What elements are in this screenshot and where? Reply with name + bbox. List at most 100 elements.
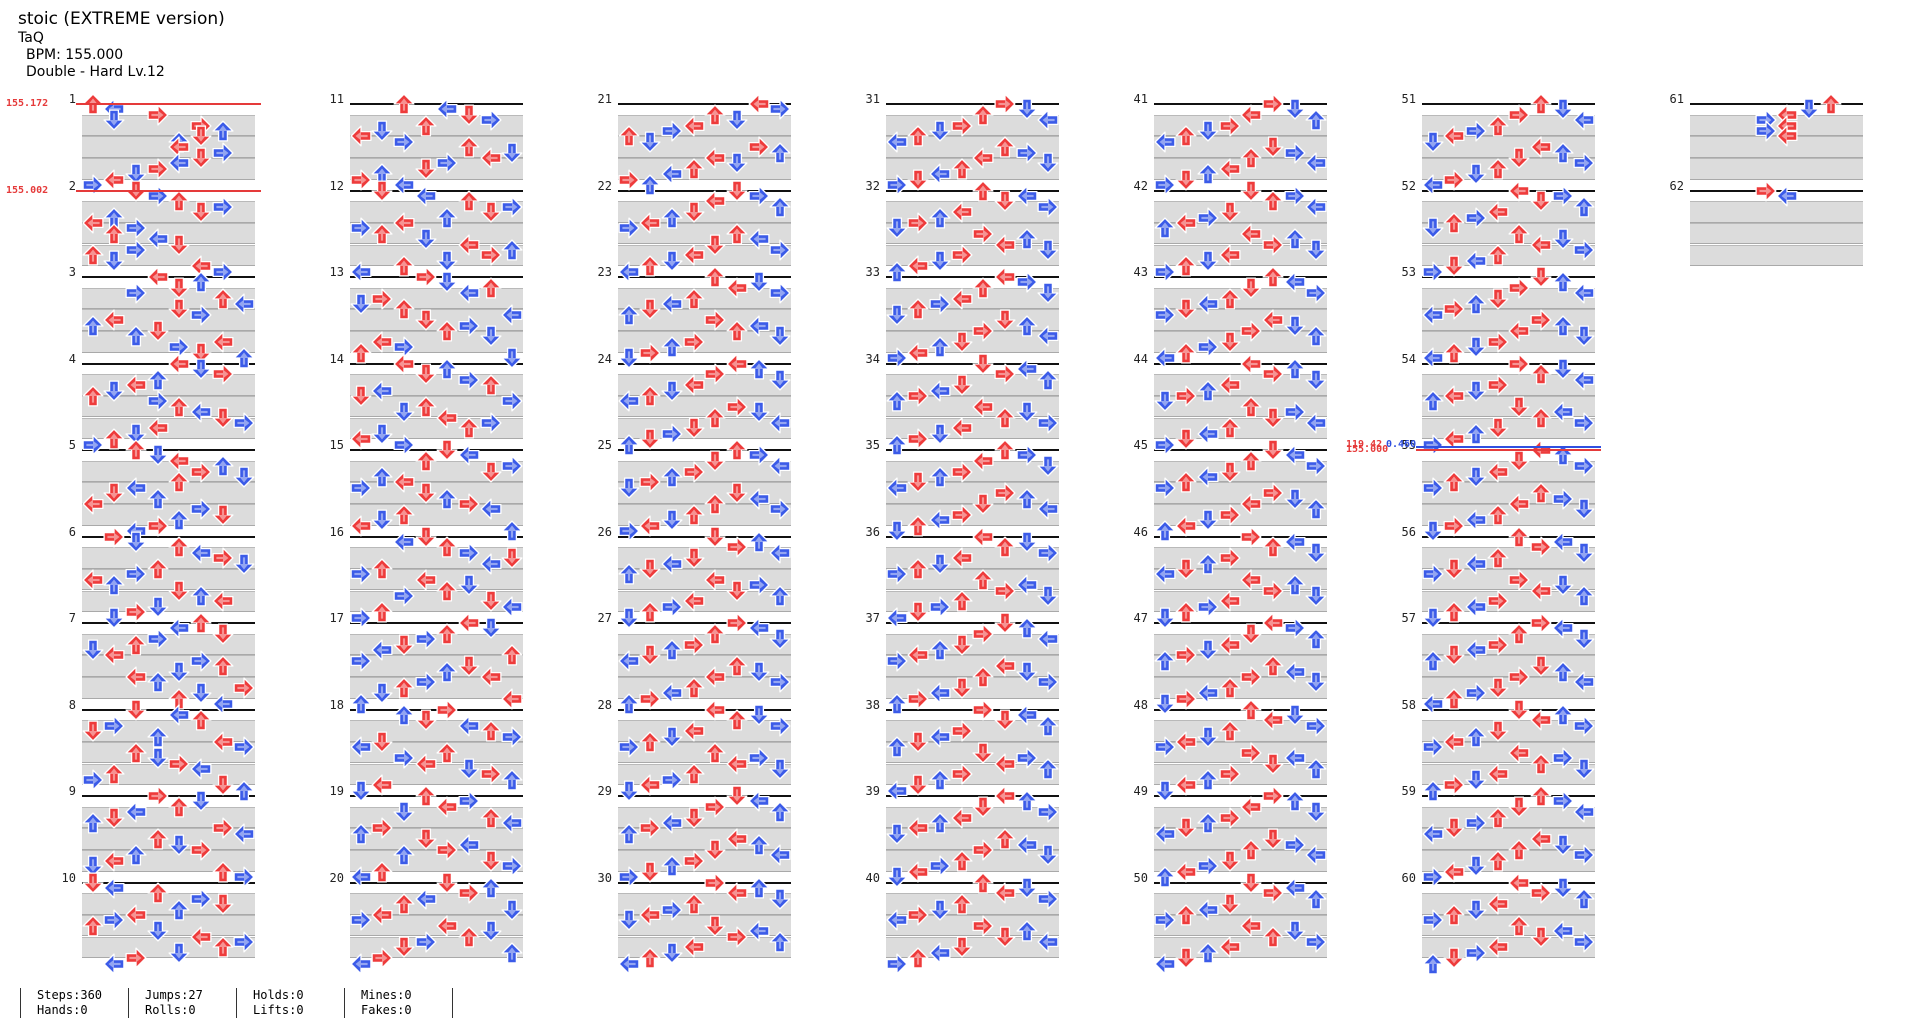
arrow-down-icon xyxy=(371,120,393,142)
measure-line xyxy=(886,881,1059,884)
arrow-up-icon xyxy=(1037,758,1059,780)
arrow-down-icon xyxy=(1284,315,1306,337)
arrow-left-icon xyxy=(1284,271,1306,293)
arrow-up-icon xyxy=(1175,255,1197,277)
arrow-left-icon xyxy=(1175,731,1197,753)
arrow-down-icon xyxy=(661,509,683,531)
arrow-left-icon xyxy=(886,477,908,499)
arrow-down-icon xyxy=(393,936,415,958)
bpm-change-line xyxy=(76,189,261,192)
beat-row xyxy=(886,590,1059,613)
arrow-up-icon xyxy=(436,358,458,380)
beat-row xyxy=(1422,201,1595,223)
arrow-down-icon xyxy=(1487,720,1509,742)
arrow-right-icon xyxy=(1240,320,1262,342)
arrow-right-icon xyxy=(907,688,929,710)
beat-row xyxy=(82,806,255,829)
arrow-up-icon xyxy=(190,709,212,731)
arrow-right-icon xyxy=(748,185,770,207)
beat-row xyxy=(350,114,523,137)
arrow-up-icon xyxy=(929,812,951,834)
beat-row xyxy=(1154,568,1327,591)
arrow-up-icon xyxy=(972,277,994,299)
measure-line xyxy=(1154,535,1327,538)
arrow-left-icon xyxy=(168,450,190,472)
arrow-left-icon xyxy=(1422,304,1444,326)
arrow-up-icon xyxy=(393,504,415,526)
arrow-right-icon xyxy=(1530,309,1552,331)
arrow-right-icon xyxy=(1037,888,1059,910)
measure-number: 17 xyxy=(329,611,344,625)
arrow-down-icon xyxy=(1240,623,1262,645)
arrow-down-icon xyxy=(480,590,502,612)
beat-row xyxy=(82,590,255,613)
arrow-down-icon xyxy=(1016,401,1038,423)
arrow-right-icon xyxy=(233,412,255,434)
arrow-down-icon xyxy=(1443,644,1465,666)
arrow-down-icon xyxy=(82,871,104,894)
beat-row xyxy=(1422,547,1595,569)
arrow-left-icon xyxy=(704,147,726,169)
beat-row xyxy=(1690,201,1863,223)
arrow-right-icon xyxy=(639,342,661,364)
beat-row xyxy=(886,309,1059,331)
arrow-left-icon xyxy=(190,926,212,948)
arrow-left-icon xyxy=(1175,861,1197,883)
arrow-right-icon xyxy=(1422,563,1444,585)
arrow-down-icon xyxy=(371,423,393,445)
arrow-left-icon xyxy=(1508,493,1530,515)
beat-row xyxy=(1154,395,1327,418)
arrow-up-icon xyxy=(393,893,415,915)
arrow-left-icon xyxy=(82,493,104,515)
arrow-up-icon xyxy=(1443,688,1465,710)
arrow-right-icon xyxy=(458,369,480,391)
beat-row xyxy=(886,417,1059,440)
arrow-up-icon xyxy=(886,390,908,412)
measure-line xyxy=(1154,362,1327,365)
arrow-right-icon xyxy=(415,671,437,694)
arrow-right-icon xyxy=(1755,179,1777,202)
arrow-right-icon xyxy=(726,612,748,634)
arrow-left-icon xyxy=(1197,682,1219,704)
beat-row xyxy=(618,460,791,483)
arrow-up-icon xyxy=(168,536,190,558)
song-artist: TaQ xyxy=(18,30,44,46)
arrow-right-icon xyxy=(1443,774,1465,796)
arrow-right-icon xyxy=(1422,736,1444,758)
arrow-right-icon xyxy=(82,174,104,196)
beat-row xyxy=(886,936,1059,959)
arrow-down-icon xyxy=(190,682,212,704)
arrow-left-icon xyxy=(1175,515,1197,537)
arrow-up-icon xyxy=(393,255,415,277)
arrow-right-icon xyxy=(1465,812,1487,834)
measure-line xyxy=(886,276,1059,278)
beat-row xyxy=(618,331,791,353)
arrow-up-icon xyxy=(1284,228,1306,250)
arrow-up-icon xyxy=(371,861,393,883)
arrow-right-icon xyxy=(480,109,502,131)
measure-line xyxy=(886,622,1059,624)
measure-line xyxy=(1154,189,1327,192)
arrow-left-icon xyxy=(1262,309,1284,331)
arrow-left-icon xyxy=(661,163,683,185)
arrow-left-icon xyxy=(371,379,393,402)
arrow-right-icon xyxy=(501,455,523,477)
arrow-down-icon xyxy=(82,720,104,742)
measure-line xyxy=(618,535,791,538)
arrow-down-icon xyxy=(726,482,748,504)
arrow-left-icon xyxy=(1443,428,1465,450)
arrow-up-icon xyxy=(1573,196,1595,218)
arrow-left-icon xyxy=(994,753,1016,775)
arrow-up-icon xyxy=(769,142,791,164)
arrow-up-icon xyxy=(972,666,994,688)
arrow-down-icon xyxy=(436,439,458,461)
arrow-down-icon xyxy=(1508,796,1530,818)
arrow-left-icon xyxy=(1573,109,1595,131)
measure-line xyxy=(1154,449,1327,451)
arrow-left-icon xyxy=(886,131,908,153)
measure-line xyxy=(886,449,1059,451)
beat-row xyxy=(1154,893,1327,915)
arrow-up-icon xyxy=(1262,926,1284,948)
arrow-up-icon xyxy=(1487,244,1509,266)
arrow-down-icon xyxy=(168,942,190,964)
